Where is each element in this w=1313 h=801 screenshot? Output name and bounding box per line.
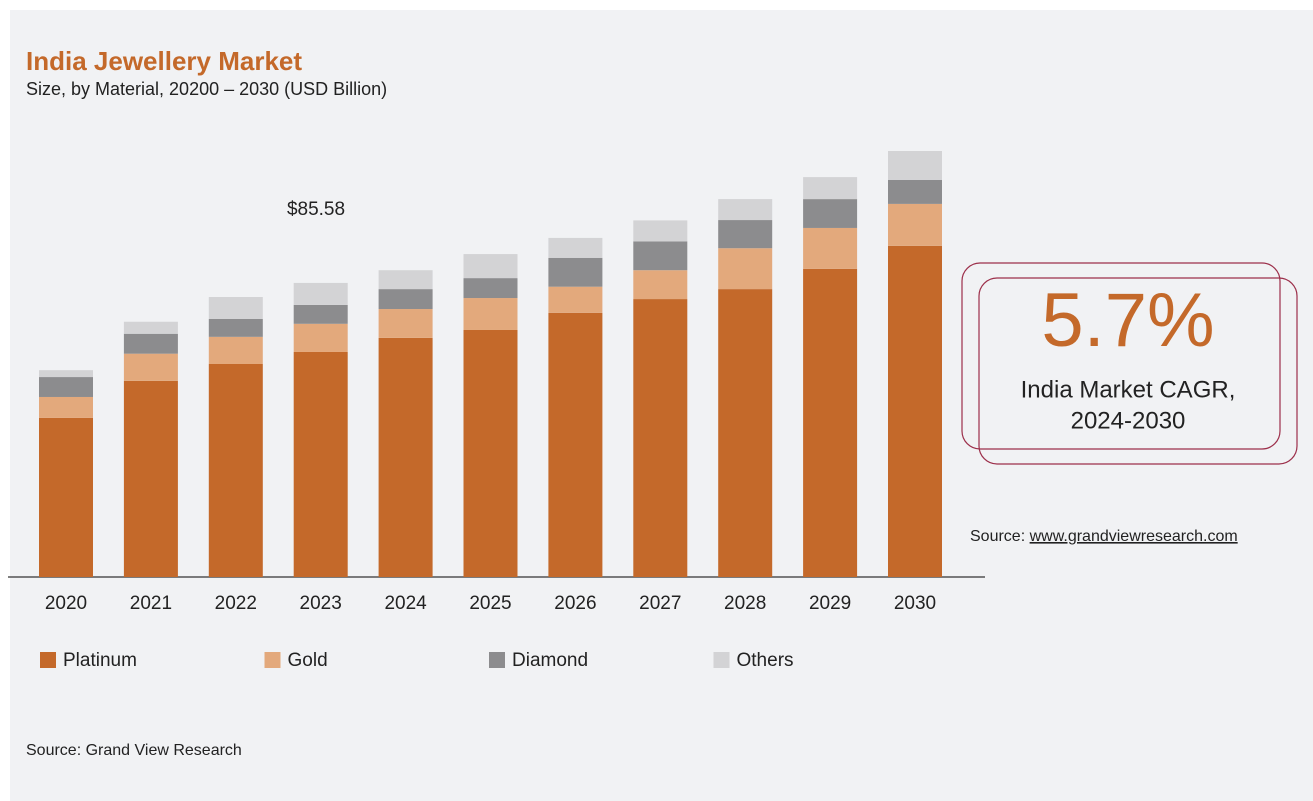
bar-segment: [548, 237, 603, 258]
callout-box: [961, 262, 1281, 450]
bar-segment: [293, 323, 348, 352]
callout-box: [978, 277, 1298, 465]
bar-segment: [888, 151, 942, 180]
legend-label: Others: [737, 650, 794, 671]
x-tick-label: 2023: [300, 593, 342, 614]
bar-segment: [208, 364, 263, 577]
x-tick-label: 2024: [384, 593, 427, 614]
source-prefix: Source:: [970, 528, 1025, 545]
bar-segment: [718, 220, 773, 249]
bar-segment: [548, 312, 603, 577]
legend-label: Diamond: [512, 650, 588, 671]
bar-segment: [463, 298, 518, 330]
bar-segment: [123, 321, 178, 334]
bar-segment: [293, 351, 348, 577]
legend-swatch: [40, 652, 56, 668]
legend-swatch: [489, 652, 505, 668]
annotation: $85.58: [287, 199, 345, 220]
bar-segment: [39, 377, 93, 397]
bar-segment: [888, 245, 942, 578]
bar-segment: [548, 286, 603, 313]
bar-segment: [548, 257, 603, 287]
bar-segment: [803, 268, 858, 577]
bar-segment: [378, 270, 433, 290]
source: Source: www.grandviewresearch.com: [970, 528, 1238, 545]
legend-label: Platinum: [63, 650, 137, 671]
bar-segment: [633, 220, 688, 242]
bar-segment: [293, 282, 348, 305]
x-tick-label: 2022: [215, 593, 257, 614]
bar-segment: [633, 270, 688, 300]
bar-segment: [718, 248, 773, 290]
bar-segment: [39, 417, 93, 577]
bar-segment: [123, 380, 178, 577]
bar-segment: [39, 370, 93, 378]
legend-swatch: [264, 652, 281, 668]
bar-segment: [208, 336, 263, 364]
chart-title: India Jewellery Market: [26, 46, 302, 76]
bar-segment: [39, 396, 93, 418]
bar-segment: [123, 333, 178, 354]
bar-segment: [803, 177, 858, 200]
x-tick-label: 2027: [639, 593, 681, 614]
callout-label: 2024-2030: [1071, 407, 1186, 434]
bar-segment: [123, 353, 178, 381]
callout-value: 5.7%: [1041, 278, 1214, 363]
source-link[interactable]: www.grandviewresearch.com: [1029, 528, 1238, 545]
x-tick-label: 2021: [130, 593, 172, 614]
bar-segment: [633, 299, 688, 577]
bar-segment: [463, 278, 518, 299]
legend-swatch: [713, 652, 730, 668]
bar-segment: [888, 179, 942, 204]
footer: Source: Grand View Research: [26, 742, 242, 759]
callout-label: India Market CAGR,: [1021, 376, 1236, 403]
chart-subtitle: Size, by Material, 20200 – 2030 (USD Bil…: [26, 79, 387, 99]
bar-segment: [463, 329, 518, 577]
x-tick-label: 2028: [724, 593, 766, 614]
bar-segment: [803, 227, 858, 269]
x-tick-label: 2020: [45, 593, 87, 614]
bar-segment: [208, 297, 263, 319]
x-tick-label: 2030: [894, 593, 936, 614]
bar-segment: [378, 289, 433, 310]
bar-segment: [208, 318, 263, 337]
x-tick-label: 2029: [809, 593, 851, 614]
x-tick-label: 2025: [469, 593, 511, 614]
bar-segment: [633, 241, 688, 271]
bar-segment: [378, 309, 433, 338]
bar-segment: [803, 199, 858, 228]
bar-segment: [293, 304, 348, 324]
bar-segment: [718, 289, 773, 577]
bar-segment: [378, 337, 433, 577]
x-tick-label: 2026: [554, 593, 596, 614]
bar-segment: [718, 199, 773, 221]
bar-segment: [463, 254, 518, 279]
legend-label: Gold: [288, 650, 328, 671]
bar-segment: [888, 203, 942, 246]
